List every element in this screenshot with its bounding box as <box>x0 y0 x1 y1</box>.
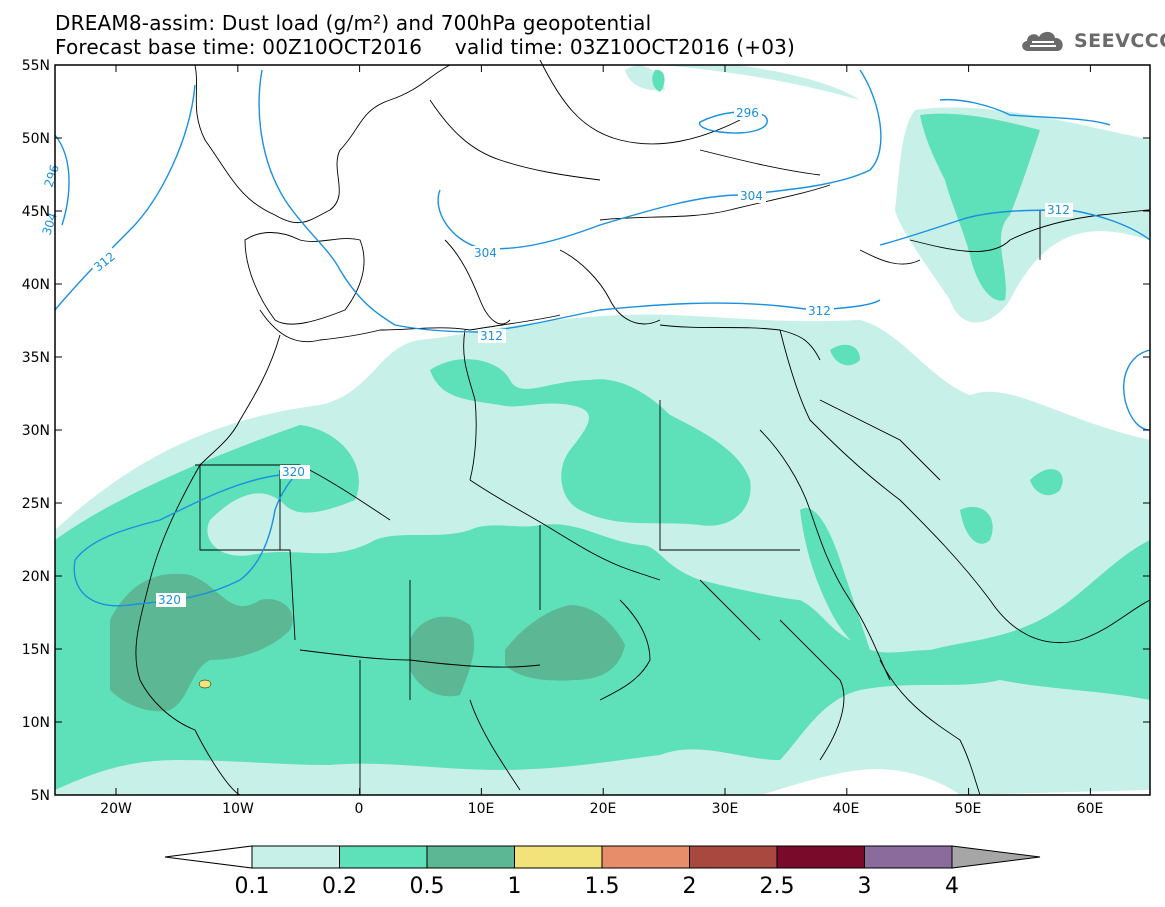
colorbar-segment <box>339 845 428 869</box>
forecast-time-subtitle: Forecast base time: 00Z10OCT2016 valid t… <box>55 35 796 59</box>
colorbar-label: 1.5 <box>585 874 620 899</box>
colorbar-segment <box>689 845 778 869</box>
axis-ticks <box>55 64 1150 796</box>
contour-line <box>939 98 1111 126</box>
lon-label: 50E <box>955 801 982 817</box>
contour-label: 296 <box>42 163 62 189</box>
lon-label: 40E <box>833 801 860 817</box>
lat-label: 45N <box>22 204 50 220</box>
lat-label: 20N <box>22 569 50 585</box>
contour-label: 312 <box>480 329 503 343</box>
dust-shade-0.5 <box>410 616 475 697</box>
colorbar-segment <box>251 845 340 869</box>
contour-line <box>437 69 882 250</box>
contour-label: 312 <box>808 304 831 318</box>
lon-label: 60E <box>1077 801 1104 817</box>
colorbar: 0.1 0.2 0.5 1 1.5 2 2.5 3 4 <box>164 845 1041 899</box>
dust-shade-0.5 <box>505 605 625 681</box>
dust-hotspot <box>198 679 212 689</box>
dust-load-field <box>55 64 1150 795</box>
lon-label: 30E <box>712 801 739 817</box>
dust-shade-0.2 <box>830 344 860 366</box>
dust-shade-0.2 <box>55 425 1150 790</box>
colorbar-label: 0.1 <box>235 874 270 899</box>
colorbar-label: 2.5 <box>760 874 795 899</box>
longitude-axis: 20W 10W 0 10E 20E 30E 40E 50E 60E <box>100 801 1103 817</box>
colorbar-min-arrow <box>164 845 253 869</box>
colorbar-segment <box>426 845 515 869</box>
lon-label: 10E <box>468 801 495 817</box>
dust-shade-0.2 <box>1030 469 1063 496</box>
lat-label: 35N <box>22 350 50 366</box>
lat-label: 25N <box>22 496 50 512</box>
cloud-logo-icon <box>1022 31 1063 51</box>
dust-shade-0.5 <box>110 573 293 712</box>
lat-label: 50N <box>22 131 50 147</box>
brand-name: SEEVCCC <box>1074 30 1165 52</box>
lat-label: 40N <box>22 277 50 293</box>
lat-label: 15N <box>22 642 50 658</box>
colorbar-segment <box>601 845 690 869</box>
contour-line <box>698 111 768 134</box>
lon-label: 20E <box>590 801 617 817</box>
lon-label: 20W <box>100 801 132 817</box>
dust-shade-0.2 <box>800 508 870 650</box>
colorbar-label: 3 <box>858 874 872 899</box>
lon-label: 0 <box>355 801 364 817</box>
colorbar-label: 1 <box>508 874 522 899</box>
colorbar-label: 0.2 <box>322 874 357 899</box>
contour-label: 320 <box>282 465 305 479</box>
latitude-axis: 55N 50N 45N 40N 35N 30N 25N 20N 15N 10N … <box>22 58 50 804</box>
contour-label: 312 <box>1047 203 1070 217</box>
country-borders <box>135 59 1151 796</box>
contour-line <box>54 84 196 311</box>
lat-label: 10N <box>22 715 50 731</box>
brand-logo: SEEVCCC <box>1018 26 1165 56</box>
colorbar-max-arrow <box>951 845 1041 869</box>
contour-line <box>879 209 1151 246</box>
contour-line <box>73 469 301 607</box>
contour-line <box>1123 349 1151 431</box>
map-title: DREAM8-assim: Dust load (g/m²) and 700hP… <box>55 11 652 35</box>
contour-label: 296 <box>736 106 759 120</box>
lon-label: 10W <box>222 801 254 817</box>
lat-label: 5N <box>31 788 50 804</box>
dust-shade-0.2 <box>652 69 665 92</box>
colorbar-label: 4 <box>945 874 959 899</box>
dust-shade-0.2 <box>960 506 993 544</box>
dust-shade-0.2 <box>430 359 751 526</box>
contour-label: 304 <box>474 246 497 260</box>
contour-line <box>258 69 881 333</box>
colorbar-segment <box>864 845 953 869</box>
lat-label: 30N <box>22 423 50 439</box>
contour-label: 320 <box>158 593 181 607</box>
colorbar-label: 2 <box>683 874 697 899</box>
colorbar-label: 0.5 <box>410 874 445 899</box>
lat-label: 55N <box>22 58 50 74</box>
dust-shade-0.1 <box>660 64 860 100</box>
contour-label: 304 <box>740 189 763 203</box>
contour-line <box>54 134 70 226</box>
dust-shade-0.2 <box>920 113 1040 301</box>
colorbar-segment <box>776 845 865 869</box>
colorbar-segment <box>514 845 603 869</box>
